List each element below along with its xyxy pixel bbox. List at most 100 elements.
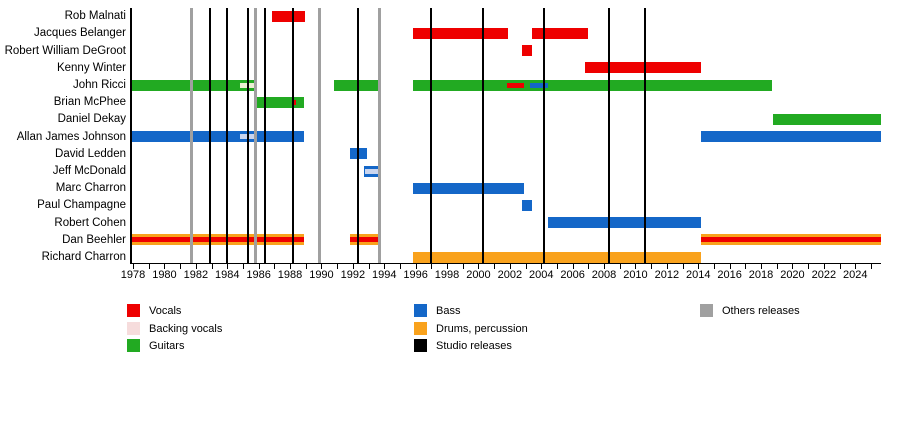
axis-tick	[839, 264, 841, 269]
axis-tick	[525, 264, 527, 269]
legend-swatch-guitars-icon	[127, 339, 140, 352]
member-label: Jacques Belanger	[33, 27, 126, 40]
member-label: Paul Champagne	[37, 199, 126, 212]
axis-tick	[258, 264, 260, 269]
member-label: Marc Charron	[55, 182, 126, 195]
axis-tick	[651, 264, 653, 269]
legend-label: Vocals	[149, 305, 182, 317]
axis-year-label: 2018	[748, 269, 774, 281]
axis-tick	[242, 264, 244, 269]
axis-year-label: 2022	[811, 269, 837, 281]
axis-tick	[352, 264, 354, 269]
studio-release-line	[263, 8, 266, 263]
member-label: Richard Charron	[41, 251, 126, 263]
timeline-overlay-bass	[530, 82, 548, 88]
axis-tick	[321, 264, 323, 269]
others-release-line	[189, 8, 193, 263]
member-label: Daniel Dekay	[57, 113, 126, 126]
timeline-overlay-vocals	[506, 82, 524, 88]
axis-year-label: 1984	[214, 269, 240, 281]
member-label: Robert Cohen	[54, 216, 126, 229]
timeline-overlay-backing_vocals	[364, 168, 379, 174]
axis-year-label: 2024	[842, 269, 868, 281]
axis-tick	[541, 264, 543, 269]
timeline-overlay-vocals	[349, 237, 380, 243]
axis-year-label: 1990	[309, 269, 334, 281]
member-label: David Ledden	[55, 147, 126, 160]
legend-swatch-others-icon	[700, 304, 713, 317]
studio-release-line	[356, 8, 359, 263]
axis-tick	[619, 264, 621, 269]
axis-tick	[431, 264, 433, 269]
axis-tick	[761, 264, 763, 269]
axis-tick	[776, 264, 778, 269]
axis-tick	[274, 264, 276, 269]
legend-label: Bass	[436, 305, 461, 317]
studio-release-line	[482, 8, 485, 263]
axis-tick	[792, 264, 794, 269]
timeline-bar-drums	[412, 251, 702, 263]
axis-tick	[399, 264, 401, 269]
axis-tick	[713, 264, 715, 269]
legend-swatch-vocals-icon	[127, 304, 140, 317]
axis-tick	[211, 264, 213, 269]
legend-swatch-drums-icon	[414, 321, 427, 335]
axis-tick	[604, 264, 606, 269]
timeline-overlay-vocals	[701, 237, 882, 243]
studio-release-line	[543, 8, 546, 263]
member-label: Jeff McDonald	[52, 165, 126, 177]
axis-tick	[148, 264, 150, 269]
legend-label: Backing vocals	[149, 322, 223, 335]
axis-tick	[164, 264, 166, 269]
axis-year-label: 2012	[654, 269, 680, 281]
studio-release-line	[430, 8, 433, 263]
axis-year-label: 1992	[340, 269, 366, 281]
axis-year-label: 1980	[152, 269, 177, 281]
axis-tick	[588, 264, 590, 269]
timeline-bar-guitars	[255, 96, 305, 108]
legend-label: Studio releases	[436, 340, 512, 352]
timeline-bar-vocals	[585, 62, 702, 74]
axis-tick	[666, 264, 668, 269]
others-release-line	[378, 8, 382, 263]
axis-tick	[698, 264, 700, 269]
timeline-bar-bass	[412, 182, 524, 194]
axis-tick	[384, 264, 386, 269]
timeline-bar-guitars	[412, 79, 773, 91]
studio-release-line	[208, 8, 211, 263]
timeline-bar-bass	[701, 131, 882, 143]
timeline-bar-bass	[522, 199, 532, 211]
timeline-bar-guitars	[131, 79, 256, 91]
axis-tick	[855, 264, 857, 269]
studio-release-line	[643, 8, 646, 263]
axis-tick	[572, 264, 574, 269]
studio-release-line	[226, 8, 229, 263]
axis-tick	[745, 264, 747, 269]
legend-swatch-studio-icon	[414, 339, 427, 352]
axis-tick	[556, 264, 558, 269]
timeline-bar-bass	[547, 217, 702, 229]
timeline-bar-vocals	[412, 27, 509, 39]
axis-tick	[305, 264, 307, 269]
axis-year-label: 1986	[246, 269, 271, 281]
timeline-bar-vocals	[531, 27, 589, 39]
axis-tick	[682, 264, 684, 269]
axis-tick	[478, 264, 480, 269]
axis-year-label: 2002	[497, 269, 523, 281]
axis-tick	[290, 264, 292, 269]
axis-year-label: 2020	[780, 269, 805, 281]
axis-tick	[823, 264, 825, 269]
axis-year-label: 2004	[528, 269, 554, 281]
axis-tick	[494, 264, 496, 269]
member-label: Brian McPhee	[53, 96, 126, 109]
axis-tick	[635, 264, 637, 269]
axis-year-label: 2014	[685, 269, 711, 281]
axis-tick	[729, 264, 731, 269]
timeline-overlay-vocals	[131, 237, 305, 243]
axis-year-label: 2010	[623, 269, 648, 281]
timeline-bar-guitars	[772, 113, 882, 125]
member-label: Kenny Winter	[56, 61, 126, 74]
axis-tick	[509, 264, 511, 269]
legend-label: Drums, percussion	[436, 322, 528, 335]
